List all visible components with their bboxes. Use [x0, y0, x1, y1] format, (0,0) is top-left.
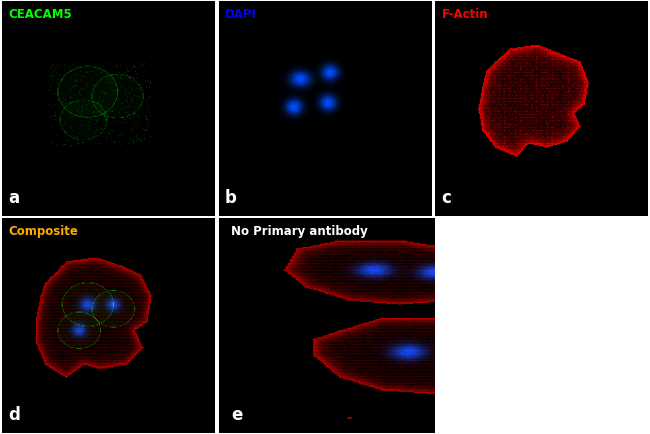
Text: No Primary antibody: No Primary antibody [231, 225, 368, 238]
Text: F-Actin: F-Actin [441, 8, 488, 21]
Text: Composite: Composite [8, 225, 78, 238]
Text: b: b [225, 189, 237, 207]
Text: d: d [8, 406, 20, 424]
Text: a: a [8, 189, 20, 207]
Text: CEACAM5: CEACAM5 [8, 8, 72, 21]
Text: e: e [231, 406, 243, 424]
Text: c: c [441, 189, 452, 207]
Text: DAPI: DAPI [225, 8, 257, 21]
